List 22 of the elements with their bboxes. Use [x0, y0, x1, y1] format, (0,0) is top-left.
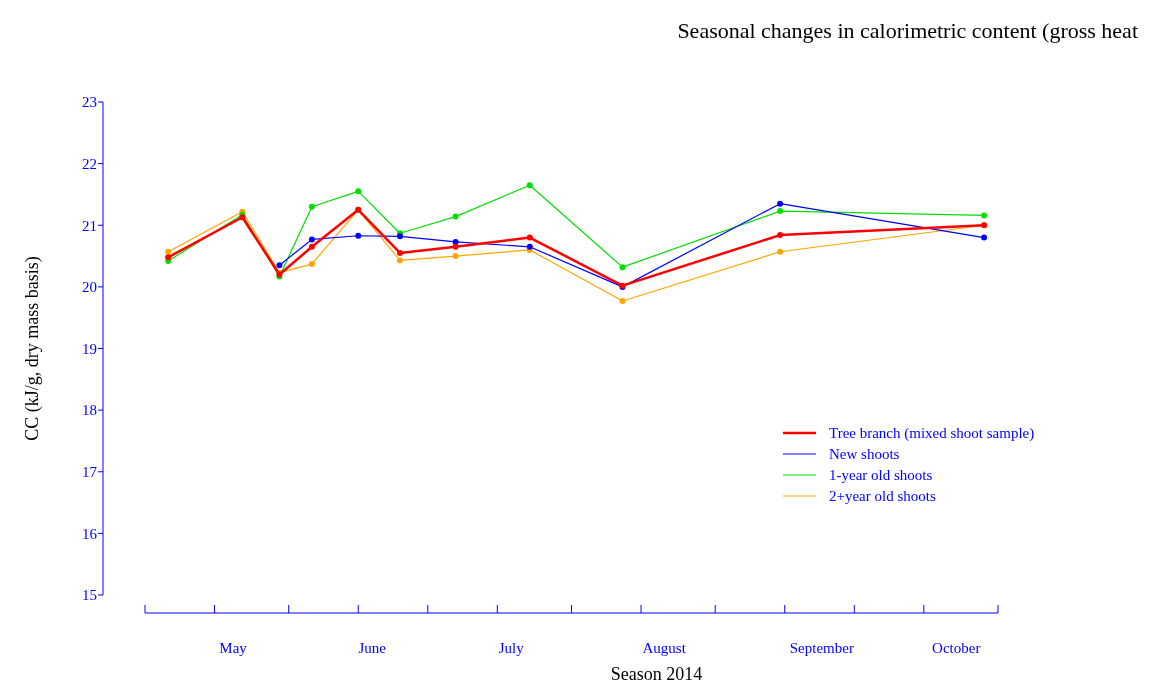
x-tick-label: June — [358, 640, 387, 656]
y-tick-label: 23 — [82, 94, 97, 111]
y-tick-label: 18 — [82, 402, 97, 419]
y-tick-label: 16 — [82, 525, 98, 542]
y-tick-label: 15 — [82, 587, 97, 604]
chart-title: Seasonal changes in calorimetric content (gross heat — [677, 18, 1138, 43]
x-tick-label: October — [932, 640, 981, 656]
legend-label: Tree branch (mixed shoot sample) — [829, 425, 1035, 443]
x-tick-label: July — [498, 640, 525, 656]
legend-label: 2+year old shoots — [829, 488, 936, 505]
y-tick-label: 20 — [82, 279, 97, 296]
legend-label: 1-year old shoots — [829, 467, 933, 484]
x-axis-title: Season 2014 — [610, 664, 703, 684]
y-tick-label: 17 — [82, 464, 98, 480]
x-tick-label: September — [789, 640, 854, 656]
legend-label: New shoots — [829, 446, 900, 463]
y-tick-label: 19 — [82, 340, 97, 357]
x-tick-label: May — [219, 640, 248, 656]
x-tick-label: August — [642, 640, 687, 656]
y-tick-label: 21 — [82, 217, 97, 234]
y-tick-label: 22 — [82, 155, 97, 172]
y-axis-title: CC (kJ/g, dry mass basis) — [22, 256, 43, 441]
